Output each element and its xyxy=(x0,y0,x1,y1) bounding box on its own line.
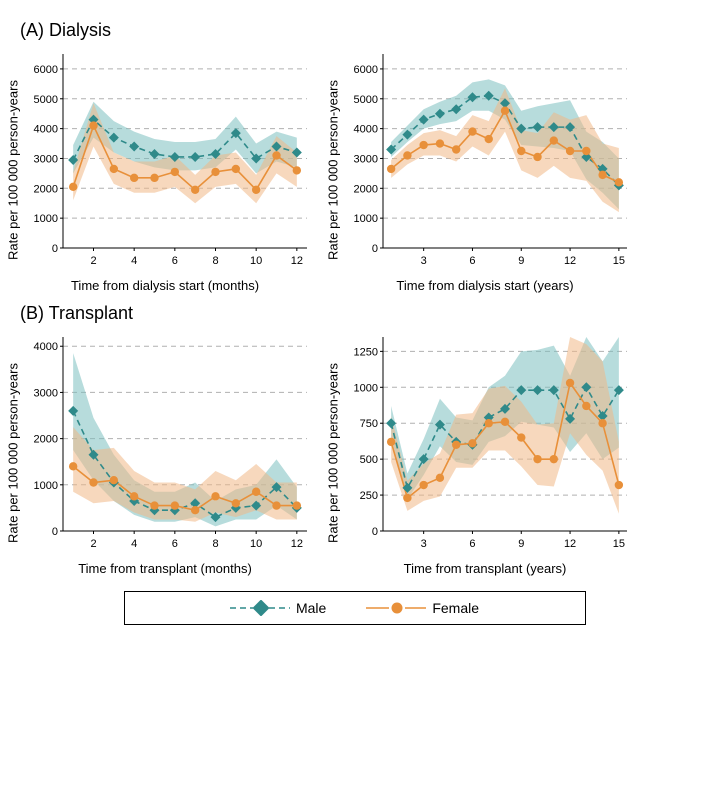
svg-text:10: 10 xyxy=(250,538,262,550)
svg-text:0: 0 xyxy=(52,243,58,255)
legend-male-label: Male xyxy=(296,600,326,616)
svg-text:1000: 1000 xyxy=(354,382,378,394)
svg-text:0: 0 xyxy=(372,526,378,538)
svg-text:12: 12 xyxy=(564,255,576,267)
svg-text:500: 500 xyxy=(360,454,378,466)
svg-text:6: 6 xyxy=(469,255,475,267)
svg-text:3: 3 xyxy=(421,538,427,550)
svg-text:2000: 2000 xyxy=(354,183,378,195)
svg-text:8: 8 xyxy=(212,255,218,267)
svg-text:8: 8 xyxy=(212,538,218,550)
chart-b-right: Rate per 100 000 person-years 0250500750… xyxy=(335,329,635,576)
svg-text:9: 9 xyxy=(518,255,524,267)
svg-text:4000: 4000 xyxy=(34,124,58,136)
panel-b-title: (B) Transplant xyxy=(20,303,694,324)
xlabel: Time from transplant (years) xyxy=(335,561,635,576)
chart-a-left: Rate per 100 000 person-years 0100020003… xyxy=(15,46,315,293)
svg-text:1000: 1000 xyxy=(34,480,58,492)
svg-text:15: 15 xyxy=(613,255,625,267)
svg-text:2000: 2000 xyxy=(34,434,58,446)
legend-male-swatch xyxy=(230,600,290,616)
svg-text:2000: 2000 xyxy=(34,183,58,195)
svg-text:12: 12 xyxy=(291,255,303,267)
panel-b-row: Rate per 100 000 person-years 0 1000 2000 3… xyxy=(15,329,694,576)
svg-text:3: 3 xyxy=(421,255,427,267)
svg-text:5000: 5000 xyxy=(34,94,58,106)
legend-female: Female xyxy=(366,600,479,616)
legend-female-swatch xyxy=(366,600,426,616)
svg-text:2: 2 xyxy=(90,538,96,550)
svg-text:15: 15 xyxy=(613,538,625,550)
svg-text:0: 0 xyxy=(52,526,58,538)
svg-text:6000: 6000 xyxy=(354,64,378,76)
svg-text:1000: 1000 xyxy=(34,213,58,225)
svg-text:3000: 3000 xyxy=(34,153,58,165)
svg-text:3000: 3000 xyxy=(34,387,58,399)
ylabel: Rate per 100 000 person-years xyxy=(326,80,341,260)
svg-text:250: 250 xyxy=(360,490,378,502)
svg-text:1000: 1000 xyxy=(354,213,378,225)
svg-text:4000: 4000 xyxy=(34,341,58,353)
legend-male: Male xyxy=(230,600,326,616)
svg-text:6000: 6000 xyxy=(34,64,58,76)
panel-a-title: (A) Dialysis xyxy=(20,20,694,41)
xlabel: Time from transplant (months) xyxy=(15,561,315,576)
svg-text:12: 12 xyxy=(291,538,303,550)
legend-female-label: Female xyxy=(432,600,479,616)
svg-text:6: 6 xyxy=(172,255,178,267)
svg-text:3000: 3000 xyxy=(354,153,378,165)
ylabel: Rate per 100 000 person-years xyxy=(6,80,21,260)
svg-text:750: 750 xyxy=(360,418,378,430)
xlabel: Time from dialysis start (months) xyxy=(15,278,315,293)
svg-text:5000: 5000 xyxy=(354,94,378,106)
ylabel: Rate per 100 000 person-years xyxy=(6,363,21,543)
svg-text:2: 2 xyxy=(90,255,96,267)
legend: Male Female xyxy=(124,591,586,625)
chart-b-left: Rate per 100 000 person-years 0100020003… xyxy=(15,329,315,576)
panel-a-row: Rate per 100 000 person-years 0 1000 2000 3… xyxy=(15,46,694,293)
ylabel: Rate per 100 000 person-years xyxy=(326,363,341,543)
svg-text:6: 6 xyxy=(172,538,178,550)
xlabel: Time from dialysis start (years) xyxy=(335,278,635,293)
svg-text:9: 9 xyxy=(518,538,524,550)
svg-text:4: 4 xyxy=(131,255,137,267)
chart-a-right: Rate per 100 000 person-years 0100020003… xyxy=(335,46,635,293)
svg-text:10: 10 xyxy=(250,255,262,267)
svg-text:12: 12 xyxy=(564,538,576,550)
svg-text:4: 4 xyxy=(131,538,137,550)
svg-text:0: 0 xyxy=(372,243,378,255)
svg-text:4000: 4000 xyxy=(354,124,378,136)
svg-text:1250: 1250 xyxy=(354,346,378,358)
svg-text:6: 6 xyxy=(469,538,475,550)
